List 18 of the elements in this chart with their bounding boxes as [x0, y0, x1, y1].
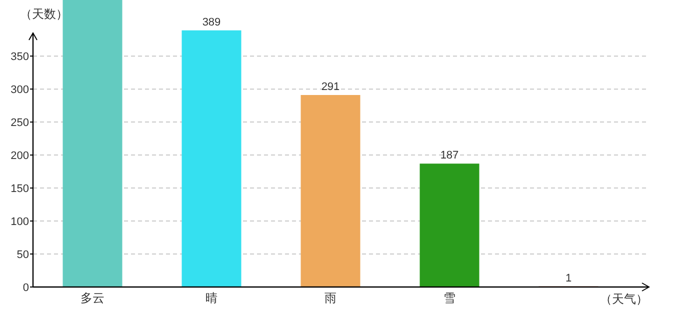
y-tick-label: 250: [10, 117, 29, 130]
x-tick-label: 晴: [206, 291, 218, 305]
y-tick-label: 200: [10, 150, 29, 162]
data-label: 389: [202, 16, 221, 28]
x-tick-label: 雨: [324, 291, 336, 305]
y-tick-label: 100: [10, 216, 29, 228]
data-label: 187: [440, 150, 459, 162]
y-tick-label: 300: [10, 84, 29, 96]
x-tick-label: 雪: [444, 291, 456, 305]
y-tick-label: 150: [10, 183, 29, 196]
data-label: 291: [321, 81, 340, 94]
data-label: 1: [565, 272, 572, 284]
x-axis-title: （天气）: [600, 292, 648, 306]
y-tick-label: 0: [22, 282, 29, 294]
y-tick-label: 50: [16, 249, 29, 262]
y-tick-label: 350: [10, 51, 29, 64]
x-tick-label: 多云: [80, 291, 104, 305]
y-axis-title: （天数）: [20, 7, 68, 21]
